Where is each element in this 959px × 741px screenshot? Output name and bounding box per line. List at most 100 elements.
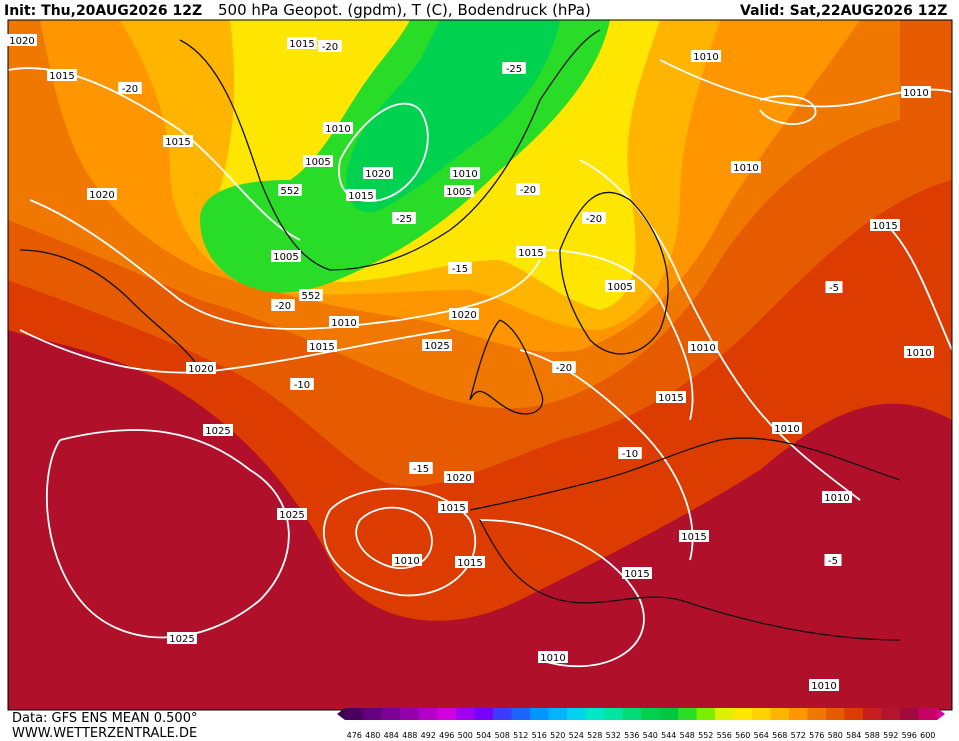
colorbar-label: 492 [421,731,436,740]
colorbar-swatch [696,708,716,720]
label-box [825,281,843,293]
colorbar-swatch [844,708,864,720]
isobar-label: -10 [622,449,638,460]
label-box [656,391,686,403]
isobar-label: 1010 [774,424,799,435]
colorbar-label: 544 [661,731,676,740]
isobar-label: 1005 [273,252,298,263]
label-box [163,135,193,147]
colorbar-label: 560 [735,731,750,740]
colorbar-label: 484 [384,731,399,740]
label-box [271,299,295,311]
colorbar-label: 504 [476,731,491,740]
label-box [450,167,480,179]
label-box [290,378,314,390]
isobar-label: -20 [322,42,338,53]
label-box [516,246,546,258]
label-box [449,308,479,320]
isobar-label: 1015 [457,558,482,569]
isobar-label: 552 [280,186,299,197]
colorbar-label: 564 [754,731,769,740]
colorbar-swatch [548,708,568,720]
colorbar-label: 600 [920,731,935,740]
isobar-label: 1010 [733,163,758,174]
colorbar-swatch [511,708,531,720]
colorbar-swatch [770,708,790,720]
colorbar-label: 488 [402,731,417,740]
isobar-labels: 1020 1015 -20 1015 -25 1010 -20 1010 1015 1010 100… [7,34,934,692]
label-box [203,424,233,436]
isobar-label: 1010 [906,348,931,359]
label-box [502,62,526,74]
colorbar-label: 572 [791,731,806,740]
isobar-label: -5 [828,556,838,567]
label-box [392,554,422,566]
label-box [822,491,852,503]
colorbar-swatch [752,708,771,720]
isobar-label: 1025 [424,341,449,352]
label-box [87,188,117,200]
label-box [901,86,931,98]
colorbar-swatch [900,708,919,720]
colorbar-label: 556 [717,731,732,740]
colorbar-swatch [659,708,679,720]
isobar-label: 1010 [452,169,477,180]
isobar-label: -20 [556,363,572,374]
init-time: Init: Thu,20AUG2026 12Z [4,3,202,19]
isobar-label: 552 [301,291,320,302]
isobar-label: -25 [506,64,522,75]
isobar-label: 1015 [681,532,706,543]
colorbar-swatch [715,708,734,720]
isobar-label: 1010 [811,681,836,692]
colorbar-label: 512 [513,731,528,740]
isobar-label: 1010 [693,52,718,63]
label-box [167,632,197,644]
colorbar-label: 524 [569,731,584,740]
colorbar-label: 596 [902,731,917,740]
isobar-label: 1015 [658,393,683,404]
isobar-label: -20 [275,301,291,312]
colorbar-swatch [400,708,420,720]
isobar-label: 1010 [690,343,715,354]
label-box [278,184,302,196]
colorbar-swatch [863,708,882,720]
label-box [422,339,452,351]
colorbar-label: 508 [495,731,510,740]
colorbar-label: 480 [365,731,380,740]
label-box [7,34,37,46]
colorbar-label: 516 [532,731,547,740]
isobar-label: -10 [294,380,310,391]
isobar-label: 1020 [451,310,476,321]
colorbar-swatch [567,708,586,720]
isobar-label: -25 [396,214,412,225]
isobar-label: 1005 [446,187,471,198]
colorbar-label: 592 [883,731,898,740]
label-box [186,362,216,374]
label-box [904,346,934,358]
label-box [679,530,709,542]
isobar-label: 1005 [305,157,330,168]
label-box [323,122,353,134]
label-box [409,462,433,474]
isobar-label: 1015 [165,137,190,148]
colorbar-label: 476 [347,731,362,740]
isobar-label: 1010 [824,493,849,504]
label-box [299,289,323,301]
isobar-label: 1025 [205,426,230,437]
label-box [363,167,393,179]
colorbar-swatch [641,708,660,720]
colorbar-swatch [585,708,605,720]
colorbar-swatch [881,708,901,720]
colorbar-label: 520 [550,731,565,740]
label-box [824,554,842,566]
isobar-label: -5 [829,283,839,294]
label-box [271,250,301,262]
isobar-label: -15 [452,264,468,275]
label-box [47,69,77,81]
label-box [307,340,337,352]
coastlines [19,29,901,641]
isobar-label: 1015 [289,39,314,50]
label-box [455,556,485,568]
colorbar-swatch [622,708,642,720]
isobar-label: -20 [520,185,536,196]
